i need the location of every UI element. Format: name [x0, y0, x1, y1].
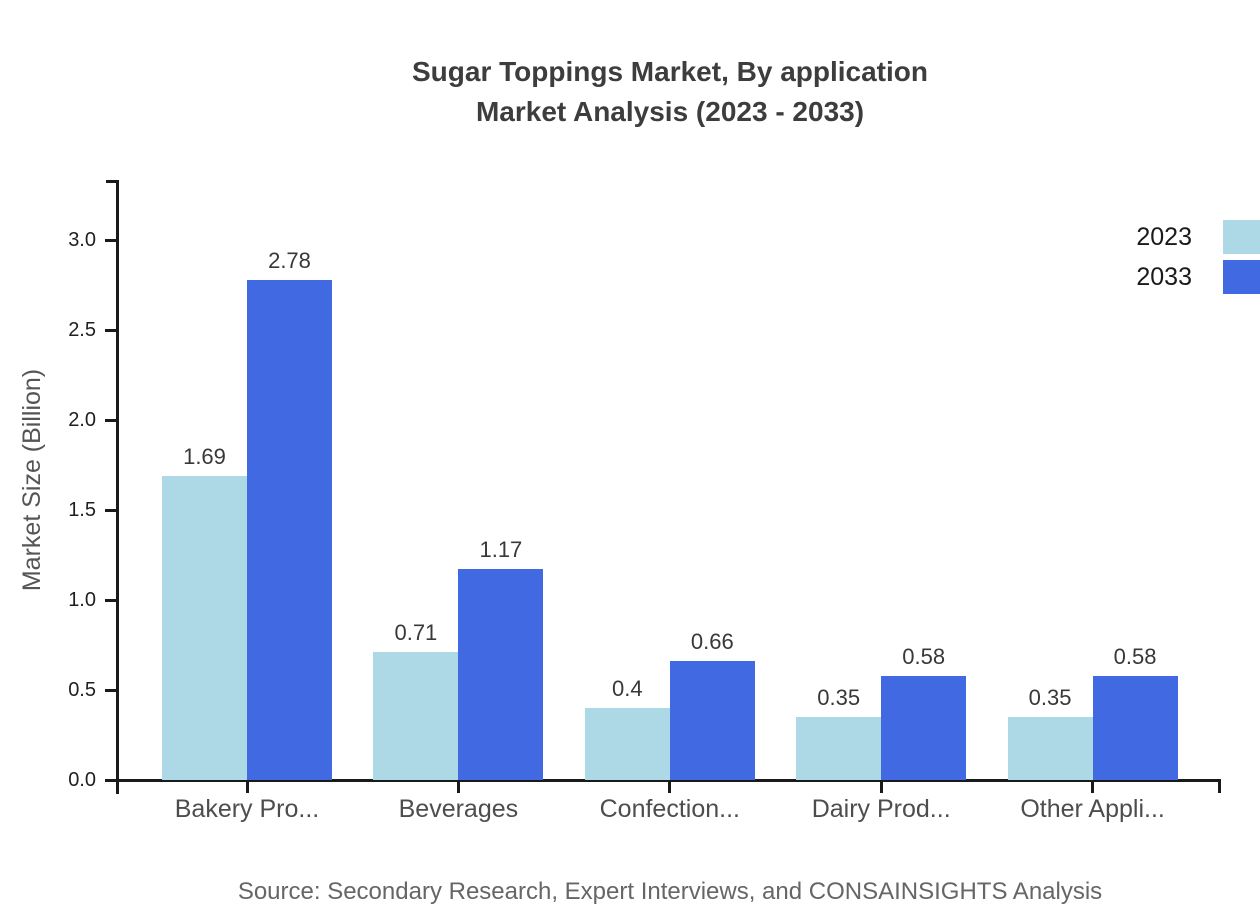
- y-axis-tick: [105, 418, 116, 422]
- y-axis-tick-label: 3.0: [68, 229, 96, 251]
- x-category-label: Dairy Prod...: [811, 795, 951, 823]
- y-axis-tick: [105, 598, 116, 602]
- y-axis-tick-label: 1.5: [68, 499, 96, 521]
- source-note: Source: Secondary Research, Expert Inter…: [237, 878, 1103, 905]
- y-axis-tick: [105, 508, 116, 512]
- bar-2033: [458, 569, 544, 780]
- legend-swatch-2033: [1223, 260, 1260, 294]
- x-axis-tick: [1091, 782, 1095, 793]
- bar-2033: [881, 676, 967, 780]
- y-axis-tick-label: 0.0: [68, 769, 96, 791]
- bar-value-label: 0.4: [612, 676, 643, 701]
- x-category-label: Confection...: [599, 795, 740, 823]
- x-axis-line: [106, 779, 1221, 782]
- bar-2023: [162, 476, 247, 780]
- chart-title-line2: Market Analysis (2023 - 2033): [475, 96, 865, 127]
- x-axis-tick: [245, 782, 249, 793]
- x-category-label: Beverages: [398, 795, 519, 823]
- x-axis-right-cap: [1218, 779, 1221, 793]
- x-category-label: Bakery Pro...: [174, 795, 320, 823]
- bar-value-label: 0.58: [902, 644, 946, 669]
- x-category-label: Other Appli...: [1020, 795, 1165, 823]
- bar-2033: [1092, 676, 1178, 780]
- legend-swatch-2023: [1223, 220, 1260, 254]
- bar-value-label: 1.17: [479, 537, 523, 562]
- bar-value-label: 0.71: [394, 620, 438, 645]
- x-axis-tick: [456, 782, 460, 793]
- bar-value-label: 1.69: [183, 444, 226, 469]
- bar-2023: [584, 708, 670, 780]
- y-axis-line: [116, 180, 119, 794]
- legend-label-2033: 2033: [1136, 263, 1192, 291]
- bar-value-label: 2.78: [268, 248, 311, 273]
- bar-2023: [796, 717, 882, 780]
- bar-2023: [373, 652, 459, 780]
- bar-2033: [669, 661, 755, 780]
- bar-value-label: 0.58: [1113, 644, 1157, 669]
- y-axis-tick-label: 2.0: [68, 409, 96, 431]
- bar-2023: [1007, 717, 1093, 780]
- y-axis-tick: [105, 238, 116, 242]
- x-axis-tick: [879, 782, 883, 793]
- y-axis-top-cap: [106, 180, 119, 183]
- x-axis-tick: [668, 782, 672, 793]
- legend-label-2023: 2023: [1136, 223, 1192, 251]
- y-axis-title: Market Size (Billion): [18, 368, 46, 592]
- bar-2033: [247, 280, 332, 780]
- y-axis-tick: [105, 778, 116, 782]
- y-axis-tick-label: 0.5: [68, 679, 96, 701]
- chart-title: Sugar Toppings Market, By application Ma…: [412, 52, 928, 132]
- y-axis-tick: [105, 688, 116, 692]
- bar-value-label: 0.66: [690, 629, 734, 654]
- y-axis-tick: [105, 328, 116, 332]
- bar-value-label: 0.35: [817, 685, 861, 710]
- y-axis-tick-label: 1.0: [68, 589, 96, 611]
- y-axis-tick-label: 2.5: [68, 319, 96, 341]
- bar-value-label: 0.35: [1028, 685, 1072, 710]
- chart-title-line1: Sugar Toppings Market, By application: [412, 56, 928, 87]
